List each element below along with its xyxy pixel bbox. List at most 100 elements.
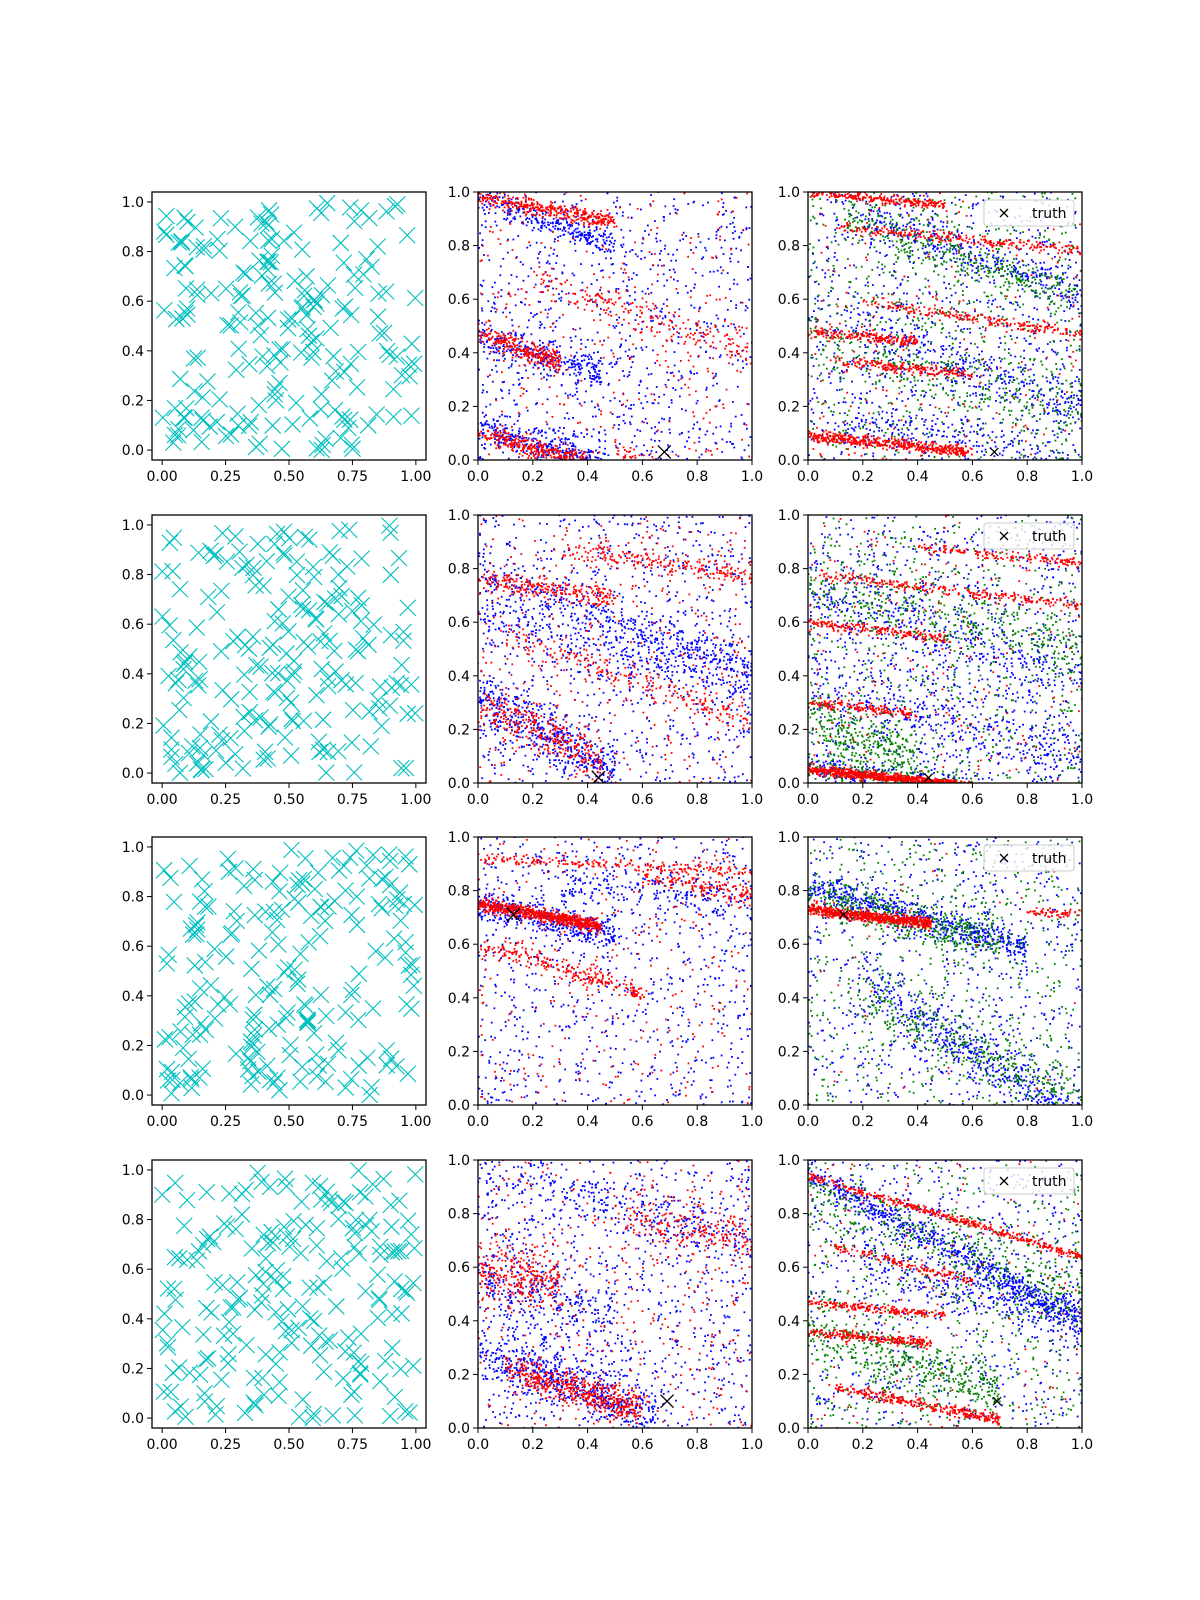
data-point [733,278,736,281]
data-point [695,246,697,249]
data-point [1041,241,1044,243]
data-point [898,203,901,206]
data-point [982,422,984,425]
data-point [490,195,492,197]
data-point [594,365,597,367]
data-point [911,250,914,252]
data-point [645,346,648,348]
data-point [520,205,523,208]
data-point [646,422,649,425]
data-point [588,353,591,356]
data-point [580,263,582,265]
data-point [536,257,539,260]
data-point [543,349,546,351]
data-point [595,375,598,378]
data-point [731,338,734,340]
data-point [590,366,593,369]
data-point [496,434,499,437]
data-point [503,338,506,341]
sample-marker [166,426,184,444]
data-point [517,348,519,351]
data-point [656,353,659,356]
sample-marker [406,289,424,307]
data-point [488,259,491,262]
data-point [852,207,854,209]
data-point [698,456,701,459]
data-point [547,356,550,359]
data-point [539,339,541,342]
data-point [577,379,579,382]
data-point [535,241,538,244]
data-point [531,341,534,344]
data-point [922,432,924,435]
data-point [504,436,507,439]
data-point [891,310,894,313]
data-point [599,340,601,343]
data-point [537,357,539,359]
data-point [542,453,544,456]
sample-marker [240,355,258,373]
data-point [553,300,556,303]
data-point [896,319,899,321]
data-point [951,353,953,356]
data-point [719,354,722,357]
data-point [511,444,514,446]
data-point [559,455,562,458]
data-point [877,306,879,309]
data-point [933,246,935,249]
data-point [664,360,667,362]
data-point [1033,436,1036,439]
data-point [932,429,934,431]
data-point [604,447,606,450]
data-point [504,357,506,360]
data-point [719,340,722,343]
data-point [616,319,618,321]
data-point [926,427,929,430]
data-point [602,222,605,225]
data-point [631,441,633,444]
data-point [913,394,916,396]
data-point [580,338,582,341]
data-point [625,272,627,274]
data-point [658,396,661,398]
data-point [980,265,983,267]
data-point [596,303,598,306]
data-point [1068,259,1071,261]
data-point [498,206,501,209]
data-point [868,226,870,229]
axes-frame [151,191,427,461]
data-point [549,205,551,208]
data-point [632,403,635,406]
data-point [525,450,528,452]
data-point [873,223,876,226]
data-point [521,435,524,437]
data-point [489,347,492,349]
data-point [481,432,484,434]
data-point [577,215,579,217]
y-tick-label: 0.6 [122,294,144,310]
data-point [514,439,516,441]
data-point [568,451,571,454]
data-point [531,202,533,205]
data-point [1074,211,1077,213]
data-point [869,390,871,393]
data-point [555,354,557,357]
sample-marker [301,410,319,427]
data-point [978,418,981,420]
data-point [880,317,883,319]
data-point [552,343,555,346]
data-point [1047,227,1049,229]
data-point [950,380,953,383]
data-point [622,414,625,416]
data-point [507,197,509,200]
data-point [529,210,532,213]
data-point [937,430,940,432]
data-point [996,263,999,266]
data-point [527,448,529,451]
data-point [883,348,886,351]
data-point [541,403,544,405]
data-point [507,333,509,335]
data-point [1038,347,1040,350]
sample-marker [185,421,202,439]
sample-marker [195,237,213,255]
